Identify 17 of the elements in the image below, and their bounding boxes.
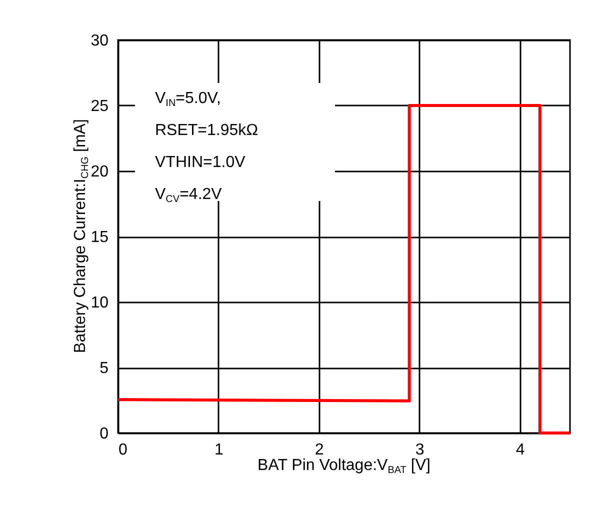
x-tick-label: 2 — [314, 442, 324, 458]
annotation: RSET=1.95kΩ — [155, 121, 260, 141]
x-axis-title: BAT Pin Voltage:V$_{BAT}$ [V] — [258, 457, 430, 476]
y-tick-label: 10 — [90, 294, 109, 312]
x-tick-label: 0 — [118, 442, 128, 458]
annotation: VTHIN=1.0V — [155, 153, 246, 173]
x-tick-label: 1 — [214, 442, 224, 458]
y-tick-label: 30 — [90, 32, 109, 50]
y-tick-label: 0 — [100, 426, 109, 442]
x-tick-label: 3 — [415, 442, 424, 458]
y-tick-label: 25 — [90, 98, 109, 115]
y-tick-label: 20 — [90, 164, 109, 180]
x-tick-label: 4 — [516, 442, 525, 458]
y-tick-label: 5 — [100, 360, 109, 377]
annotation: V$_{IN}$=5.0V, — [155, 89, 222, 111]
annotation: V$_{CV}$=4.2V — [155, 185, 223, 207]
y-tick-label: 15 — [90, 229, 109, 246]
